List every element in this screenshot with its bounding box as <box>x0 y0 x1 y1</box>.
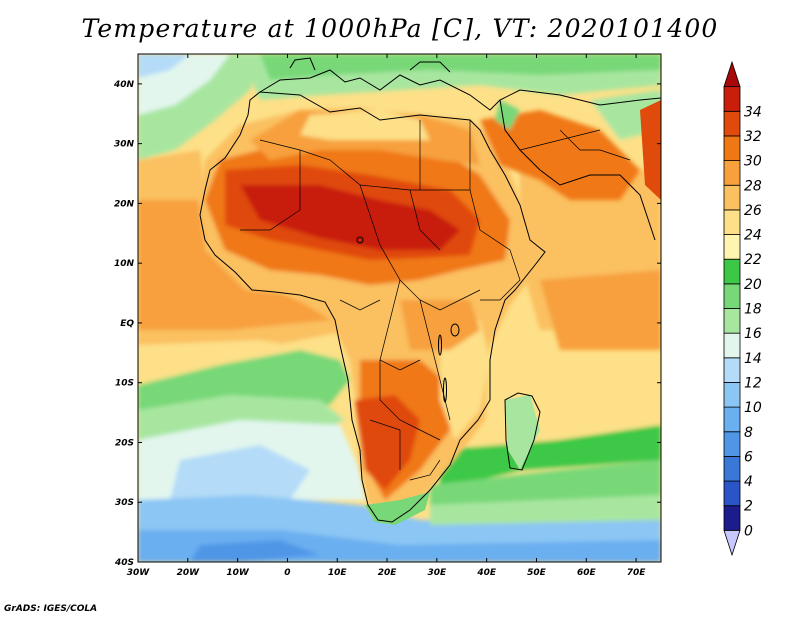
colorbar-label: 28 <box>744 178 762 194</box>
colorbar-label: 6 <box>744 449 753 465</box>
lon-tick-label: 50E <box>527 568 547 578</box>
lat-tick-label: 30N <box>114 140 135 150</box>
colorbar-label: 22 <box>744 252 762 268</box>
colorbar-swatch <box>723 110 741 137</box>
colorbar-label: 26 <box>744 203 762 219</box>
colorbar-swatch <box>723 431 741 457</box>
madagascar-island <box>505 395 540 470</box>
coastlines <box>199 57 661 523</box>
colorbar-label: 32 <box>744 129 762 145</box>
colorbar-swatch <box>723 382 741 408</box>
colorbar-label: 20 <box>744 277 762 293</box>
colorbar-label: 4 <box>744 474 753 490</box>
lat-tick-label: EQ <box>120 319 134 329</box>
colorbar-label: 24 <box>744 228 762 244</box>
colorbar-triangle-top <box>723 60 741 88</box>
colorbar-swatch <box>723 505 741 531</box>
lon-tick-label: 70E <box>627 568 647 578</box>
colorbar-label: 34 <box>744 104 762 120</box>
lon-tick-label: 30W <box>127 568 151 578</box>
colorbar-swatch <box>723 455 741 482</box>
colorbar-swatch <box>723 135 741 161</box>
lat-tick-label: 40S <box>114 558 134 568</box>
colorbar-swatch <box>723 332 741 359</box>
colorbar-swatch <box>723 160 741 186</box>
colorbar-swatch <box>723 234 741 260</box>
colorbar-swatch <box>723 184 741 211</box>
lon-tick-label: 10E <box>328 568 348 578</box>
lon-tick-label: 0 <box>284 568 290 578</box>
map-title: Temperature at 1000hPa [C], VT: 20201014… <box>81 14 719 43</box>
colorbar-label: 16 <box>744 326 762 342</box>
lat-tick-label: 10S <box>115 379 134 389</box>
colorbar-swatch <box>723 308 741 334</box>
colorbar-swatch <box>723 283 741 309</box>
lon-tick-label: 40E <box>476 568 497 578</box>
colorbar-label: 0 <box>744 523 753 539</box>
colorbar-label: 12 <box>744 375 762 391</box>
colorbar-triangle-bottom <box>723 529 741 557</box>
colorbar-swatch <box>723 258 741 285</box>
lon-tick-label: 20E <box>378 568 398 578</box>
colorbar-swatch <box>723 406 741 433</box>
lon-tick-label: 30E <box>428 568 448 578</box>
country-borders <box>240 120 631 481</box>
lat-tick-label: 30S <box>115 498 134 508</box>
lon-tick-label: 20W <box>177 568 201 578</box>
axis-ticks: 30W 20W 10W 0 10E 20E 30E 40E 50E 60E 70E 40N 30N 20N… <box>113 54 661 578</box>
colorbar-label: 2 <box>744 499 753 515</box>
colorbar-swatch <box>723 480 741 507</box>
lat-tick-label: 10N <box>114 259 135 269</box>
colorbar-label: 18 <box>744 302 762 318</box>
map-frame <box>137 53 662 563</box>
africa-landmass <box>198 100 640 520</box>
lat-tick-label: 20N <box>114 199 135 209</box>
temperature-field <box>138 54 661 562</box>
lon-tick-label: 10W <box>226 568 250 578</box>
colorbar-swatch <box>723 209 741 235</box>
lakes <box>356 236 460 403</box>
colorbar-label: 8 <box>744 425 753 441</box>
colorbar-label: 30 <box>744 154 762 170</box>
credit-text: GrADS: IGES/COLA <box>4 604 98 614</box>
lat-tick-label: 40N <box>113 80 135 90</box>
lon-tick-label: 60E <box>577 568 597 578</box>
colorbar-label: 14 <box>744 351 762 367</box>
colorbar-swatch <box>723 357 741 383</box>
colorbar-label: 10 <box>744 400 762 416</box>
lat-tick-label: 20S <box>115 438 134 448</box>
colorbar-swatch <box>723 86 741 112</box>
